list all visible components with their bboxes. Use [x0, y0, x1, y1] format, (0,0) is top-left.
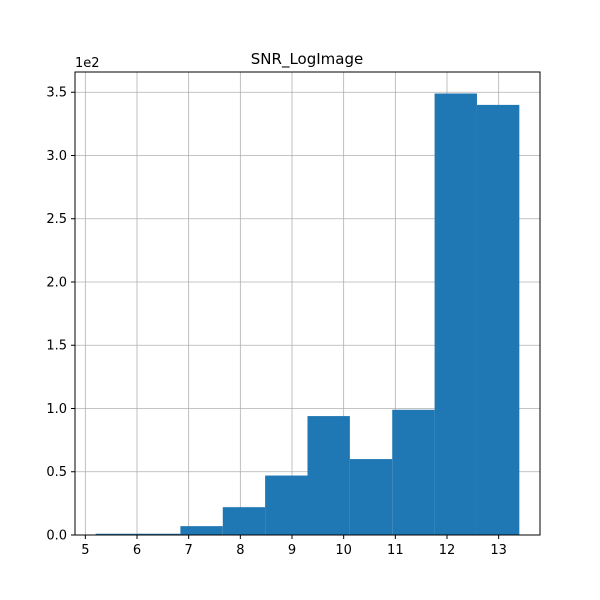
y-tick-label: 2.5 — [46, 212, 67, 227]
x-tick-label: 7 — [185, 543, 193, 558]
y-tick-label: 3.0 — [46, 149, 67, 164]
histogram-bar — [180, 526, 223, 535]
histogram-bar — [265, 475, 308, 535]
x-tick-label: 5 — [81, 543, 89, 558]
y-tick-label: 0.5 — [46, 465, 67, 480]
histogram-bar — [392, 409, 435, 535]
x-tick-label: 8 — [236, 543, 244, 558]
histogram-bar — [434, 93, 477, 535]
x-tick-label: 10 — [335, 543, 352, 558]
y-axis-offset-label: 1e2 — [75, 56, 100, 71]
y-tick-label: 2.0 — [46, 275, 67, 290]
x-tick-label: 9 — [288, 543, 296, 558]
histogram-bar — [349, 459, 393, 535]
histogram-bars — [95, 93, 520, 535]
histogram-bar — [95, 533, 139, 535]
x-tick-label: 12 — [439, 543, 456, 558]
histogram-bar — [476, 104, 520, 535]
x-tick-label: 6 — [133, 543, 141, 558]
histogram-bar — [138, 533, 181, 535]
chart-title: SNR_LogImage — [251, 50, 363, 69]
plot-border — [74, 71, 541, 536]
plot-frame — [74, 71, 541, 536]
y-tick-label: 0.0 — [46, 529, 67, 544]
x-tick-label: 13 — [490, 543, 507, 558]
histogram-bar — [222, 507, 266, 535]
y-tick-label: 1.5 — [46, 339, 67, 354]
histogram-bar — [307, 416, 350, 535]
x-tick-label: 11 — [387, 543, 404, 558]
y-axis: 0.0 0.5 1.0 1.5 2.0 2.5 3.0 3.5 — [46, 86, 75, 544]
x-axis: 5 6 7 8 9 10 11 12 13 — [81, 535, 507, 558]
y-tick-label: 1.0 — [46, 402, 67, 417]
y-tick-label: 3.5 — [46, 86, 67, 101]
